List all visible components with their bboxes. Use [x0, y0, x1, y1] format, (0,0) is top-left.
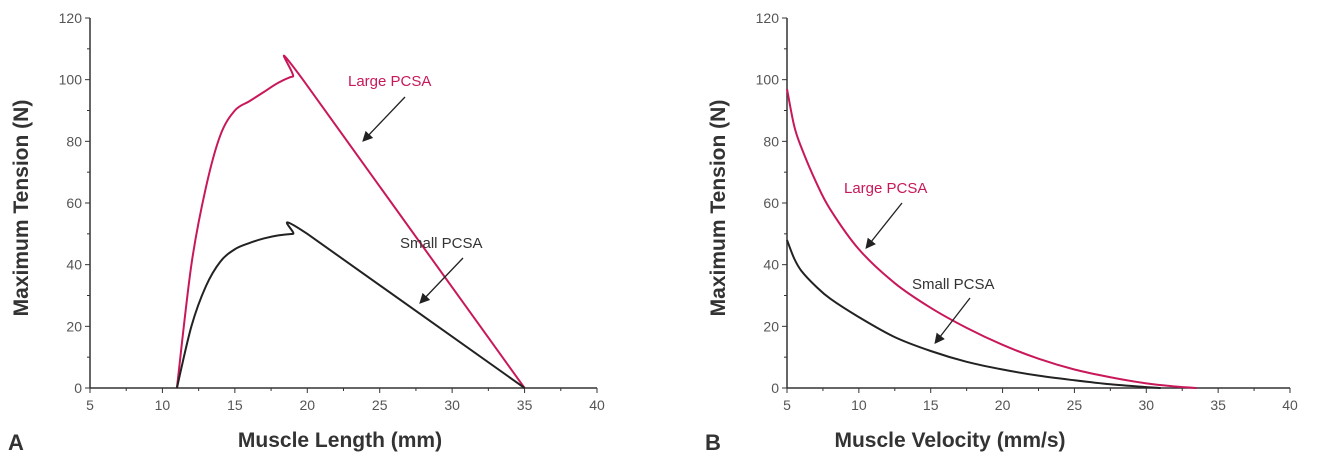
x-tick-label: 20	[299, 397, 315, 413]
y-tick-label: 120	[756, 10, 780, 26]
chart-panel-A: 5 10 15 20 25 30 35 40 0 20 40 60 80 100 120 Muscle Len…	[8, 10, 605, 455]
y-tick-label: 40	[66, 257, 82, 273]
y-tick-label: 60	[66, 195, 82, 211]
y-axis-label: Maximum Tension (N)	[10, 100, 33, 317]
x-tick-label: 40	[589, 397, 605, 413]
x-tick-label: 10	[851, 397, 867, 413]
y-tick-label: 80	[763, 133, 779, 149]
x-tick-label: 10	[155, 397, 171, 413]
y-axis-label: Maximum Tension (N)	[707, 100, 730, 317]
series-annotation-small-pcsa: Small PCSA	[912, 276, 995, 293]
annotation-arrow	[934, 297, 971, 345]
series-annotation-large-pcsa: Large PCSA	[844, 180, 927, 197]
series-annotation-large-pcsa: Large PCSA	[348, 73, 431, 90]
x-tick-label: 30	[1138, 397, 1154, 413]
y-tick-label: 60	[763, 195, 779, 211]
panel-label: A	[8, 430, 24, 455]
x-tick-label: 15	[227, 397, 243, 413]
y-tick-label: 20	[763, 318, 779, 334]
y-tick-label: 40	[763, 257, 779, 273]
y-tick-label: 80	[66, 133, 82, 149]
y-tick-label: 0	[771, 380, 779, 396]
y-tick-label: 20	[66, 318, 82, 334]
chart-panel-B: 5 10 15 20 25 30 35 40 0 20 40 60 80 100 120 Muscle Vel…	[705, 10, 1298, 455]
x-tick-label: 5	[783, 397, 791, 413]
annotation-arrow	[362, 96, 406, 142]
y-tick-label: 120	[59, 10, 83, 26]
x-tick-label: 5	[86, 397, 94, 413]
y-tick-label: 100	[756, 72, 780, 88]
x-tick-label: 35	[517, 397, 533, 413]
x-tick-label: 40	[1282, 397, 1298, 413]
x-tick-label: 25	[1067, 397, 1083, 413]
x-tick-label: 30	[444, 397, 460, 413]
series-line-small-pcsa	[175, 221, 526, 389]
series-line-large-pcsa	[786, 88, 1197, 389]
x-tick-label: 25	[372, 397, 388, 413]
y-tick-label: 100	[59, 72, 83, 88]
series-line-small-pcsa	[786, 239, 1161, 389]
annotation-arrow	[419, 257, 464, 304]
x-tick-label: 15	[923, 397, 939, 413]
series-annotation-small-pcsa: Small PCSA	[400, 235, 483, 252]
y-tick-label: 0	[74, 380, 82, 396]
series-line-large-pcsa	[175, 54, 526, 389]
x-tick-label: 20	[995, 397, 1011, 413]
x-tick-label: 35	[1210, 397, 1226, 413]
x-axis-label: Muscle Velocity (mm/s)	[834, 429, 1065, 452]
annotation-arrow	[865, 202, 903, 250]
panel-label: B	[705, 430, 721, 455]
x-axis-label: Muscle Length (mm)	[238, 429, 442, 452]
